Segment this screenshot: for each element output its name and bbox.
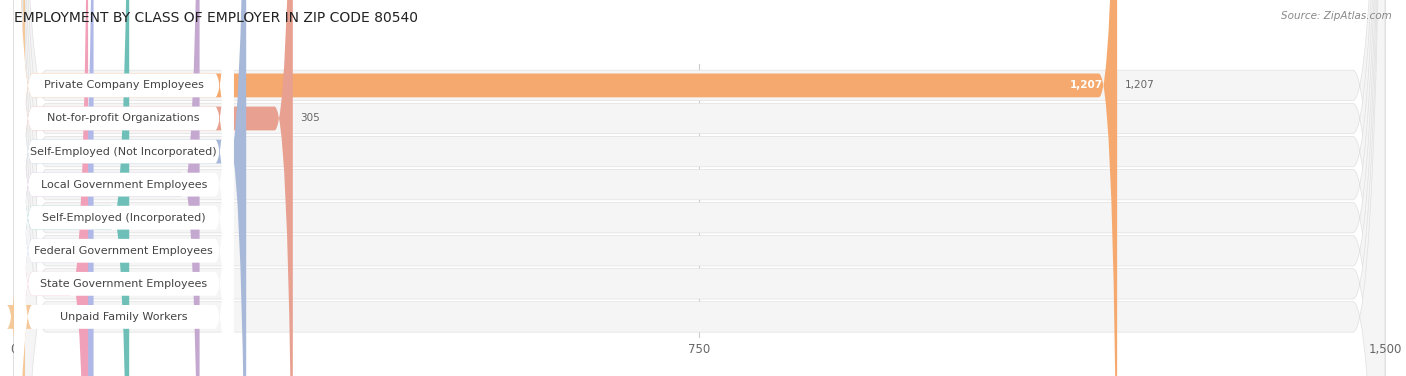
FancyBboxPatch shape — [14, 0, 1385, 376]
FancyBboxPatch shape — [14, 0, 1385, 376]
Text: Federal Government Employees: Federal Government Employees — [34, 246, 214, 256]
FancyBboxPatch shape — [14, 0, 1385, 376]
FancyBboxPatch shape — [14, 0, 94, 376]
Text: Self-Employed (Incorporated): Self-Employed (Incorporated) — [42, 213, 205, 223]
Text: 305: 305 — [299, 114, 319, 123]
Text: Not-for-profit Organizations: Not-for-profit Organizations — [48, 114, 200, 123]
Text: State Government Employees: State Government Employees — [41, 279, 207, 289]
Text: Self-Employed (Not Incorporated): Self-Employed (Not Incorporated) — [31, 147, 217, 156]
FancyBboxPatch shape — [14, 0, 233, 376]
Text: 1,207: 1,207 — [1070, 80, 1104, 90]
FancyBboxPatch shape — [14, 0, 233, 376]
FancyBboxPatch shape — [14, 0, 1385, 376]
FancyBboxPatch shape — [14, 0, 246, 376]
FancyBboxPatch shape — [14, 0, 129, 376]
FancyBboxPatch shape — [14, 0, 1385, 376]
FancyBboxPatch shape — [14, 0, 89, 376]
FancyBboxPatch shape — [14, 0, 1385, 376]
FancyBboxPatch shape — [14, 0, 233, 376]
FancyBboxPatch shape — [14, 0, 1118, 376]
FancyBboxPatch shape — [14, 0, 233, 376]
FancyBboxPatch shape — [14, 0, 1385, 376]
Text: Unpaid Family Workers: Unpaid Family Workers — [60, 312, 187, 322]
Text: Private Company Employees: Private Company Employees — [44, 80, 204, 90]
FancyBboxPatch shape — [14, 0, 233, 376]
Text: Local Government Employees: Local Government Employees — [41, 180, 207, 190]
Text: Source: ZipAtlas.com: Source: ZipAtlas.com — [1281, 11, 1392, 21]
FancyBboxPatch shape — [14, 0, 233, 376]
FancyBboxPatch shape — [14, 0, 233, 376]
FancyBboxPatch shape — [14, 0, 200, 376]
FancyBboxPatch shape — [14, 0, 1385, 376]
FancyBboxPatch shape — [14, 0, 233, 376]
FancyBboxPatch shape — [7, 0, 32, 376]
FancyBboxPatch shape — [14, 0, 292, 376]
Text: EMPLOYMENT BY CLASS OF EMPLOYER IN ZIP CODE 80540: EMPLOYMENT BY CLASS OF EMPLOYER IN ZIP C… — [14, 11, 418, 25]
Text: 1,207: 1,207 — [1125, 80, 1154, 90]
